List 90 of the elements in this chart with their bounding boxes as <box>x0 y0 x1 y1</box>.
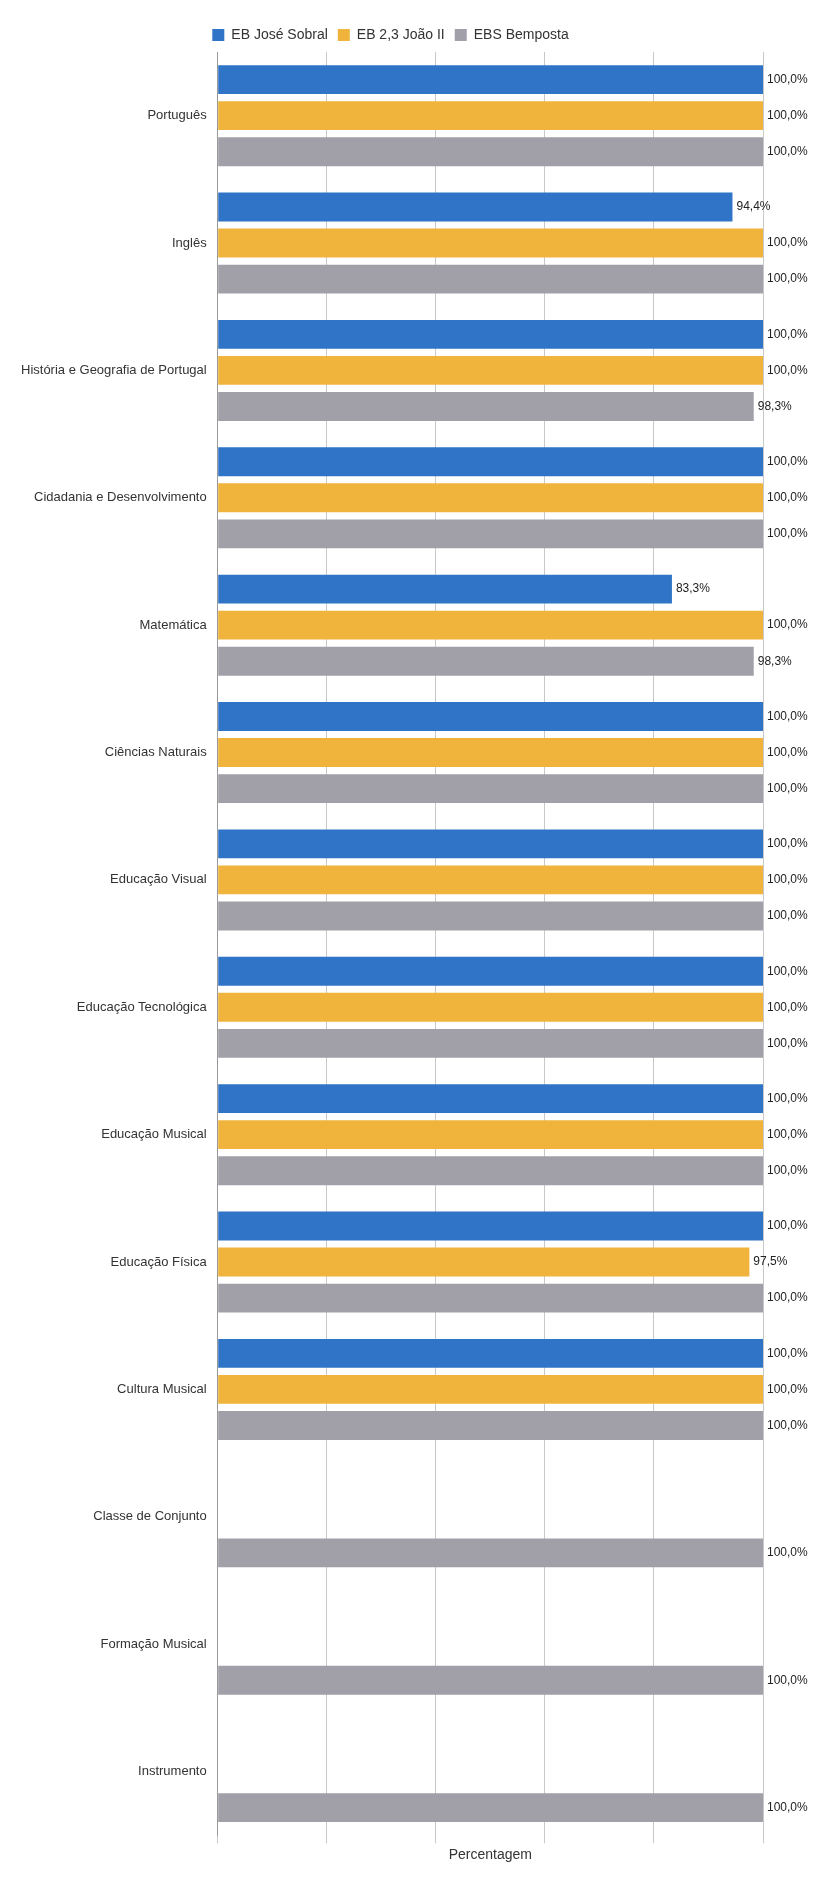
bar <box>218 1793 763 1823</box>
data-label: 94,4% <box>736 199 771 214</box>
y-tick-label: Classe de Conjunto <box>93 1508 207 1524</box>
legend-label: EB José Sobral <box>231 25 328 42</box>
bar <box>218 1120 763 1150</box>
data-label: 100,0% <box>767 1799 809 1814</box>
bar <box>218 1028 763 1058</box>
data-label: 100,0% <box>767 1672 809 1687</box>
bar <box>218 738 763 767</box>
data-label: 100,0% <box>767 836 809 851</box>
bar <box>218 228 763 258</box>
legend-label: EBS Bemposta <box>473 25 569 42</box>
y-tick-label: Formação Musical <box>100 1635 207 1651</box>
bar <box>218 1283 763 1313</box>
bar <box>218 1338 763 1368</box>
data-label: 100,0% <box>767 780 809 795</box>
y-tick-label: Cultura Musical <box>117 1380 207 1396</box>
data-label: 98,3% <box>757 398 793 413</box>
bar <box>218 483 763 513</box>
data-label: 100,0% <box>767 1417 809 1432</box>
bar <box>218 101 763 131</box>
data-label: 100,0% <box>767 454 809 469</box>
data-label: 100,0% <box>767 144 809 159</box>
data-label: 100,0% <box>767 872 809 887</box>
data-label: 100,0% <box>767 1290 809 1305</box>
data-label: 100,0% <box>767 1090 809 1105</box>
bar <box>218 1211 763 1241</box>
y-tick-label: Ciências Naturais <box>104 744 208 760</box>
data-label: 100,0% <box>767 1218 809 1233</box>
bar <box>218 901 763 931</box>
bar <box>218 956 763 986</box>
y-tick-label: Instrumento <box>138 1763 207 1779</box>
data-label: 100,0% <box>767 1126 809 1141</box>
bar <box>218 774 763 804</box>
data-label: 100,0% <box>767 526 809 541</box>
bar <box>218 519 763 549</box>
data-label: 100,0% <box>767 999 809 1014</box>
y-tick-label: Educação Musical <box>101 1126 207 1142</box>
bar <box>218 192 733 222</box>
bar <box>218 319 763 349</box>
y-tick-label: Educação Visual <box>110 871 207 887</box>
y-tick-label: Educação Física <box>110 1253 208 1269</box>
data-label: 100,0% <box>767 1035 809 1050</box>
data-label: 100,0% <box>767 362 809 377</box>
data-label: 100,0% <box>767 908 809 923</box>
bar <box>218 1374 763 1404</box>
data-label: 100,0% <box>767 963 809 978</box>
data-label: 97,5% <box>753 1254 788 1269</box>
data-label: 100,0% <box>767 108 809 122</box>
bar <box>218 447 763 477</box>
data-label: 100,0% <box>767 490 809 505</box>
data-label: 100,0% <box>767 71 809 86</box>
bar <box>218 829 763 859</box>
bar <box>218 1156 763 1186</box>
data-label: 100,0% <box>767 744 809 759</box>
data-label: 100,0% <box>767 708 809 723</box>
data-label: 100,0% <box>767 617 809 632</box>
bar <box>218 865 763 895</box>
bar <box>218 137 763 167</box>
data-label: 100,0% <box>767 326 809 341</box>
y-tick-label: Português <box>147 107 208 123</box>
x-axis-title: Percentagem <box>448 1846 532 1863</box>
data-label: 100,0% <box>767 1381 809 1396</box>
bar <box>218 392 754 421</box>
bar <box>218 992 763 1022</box>
legend-label: EB 2,3 João II <box>356 25 445 42</box>
y-tick-label: Cidadania e Desenvolvimento <box>33 489 207 505</box>
bar <box>218 65 763 95</box>
bar <box>218 1538 763 1568</box>
data-label: 83,3% <box>675 581 711 596</box>
data-label: 100,0% <box>767 1163 809 1178</box>
y-tick-label: História e Geografia de Portugal <box>20 362 207 378</box>
y-tick-label: Educação Tecnológica <box>76 998 208 1014</box>
data-label: 100,0% <box>767 1545 809 1560</box>
bar <box>218 646 754 676</box>
y-tick-label: Matemática <box>139 616 208 632</box>
bar <box>218 264 763 294</box>
data-label: 100,0% <box>767 1345 809 1360</box>
data-label: 100,0% <box>767 271 809 286</box>
bar <box>218 574 672 604</box>
bar <box>218 1084 763 1113</box>
bar <box>218 610 763 640</box>
y-tick-label: Inglês <box>172 234 208 250</box>
bar <box>218 1665 763 1695</box>
bar <box>218 1247 750 1277</box>
bar <box>218 702 763 731</box>
data-label: 100,0% <box>767 235 809 250</box>
bar <box>218 355 763 385</box>
data-label: 98,3% <box>757 653 793 668</box>
bar <box>218 1411 763 1440</box>
